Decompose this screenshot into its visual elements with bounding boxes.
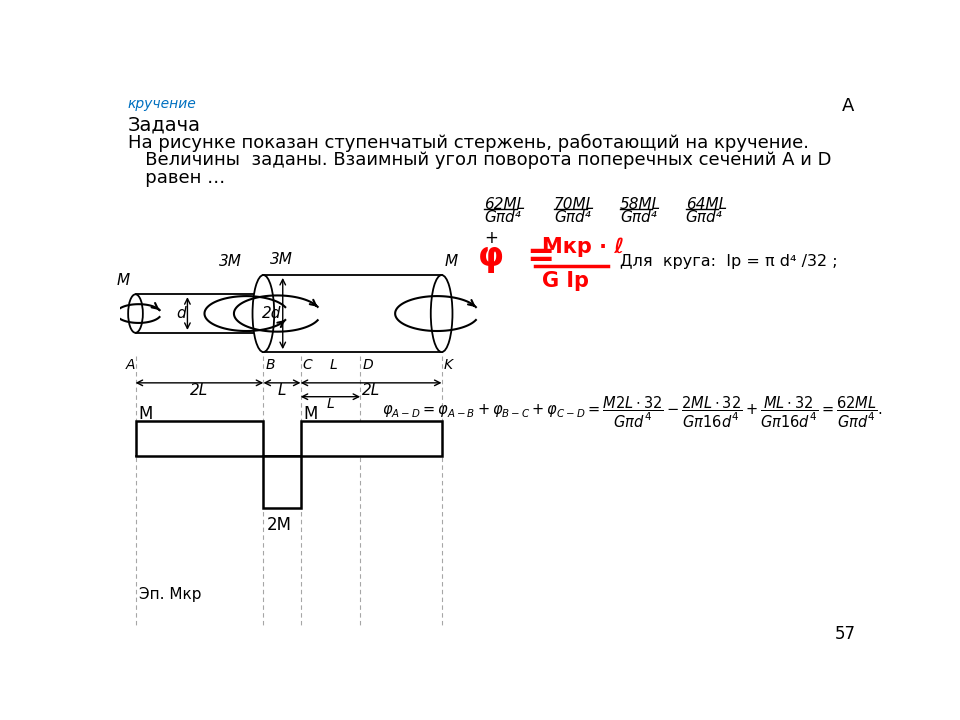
Text: d: d <box>177 306 186 321</box>
Text: 62ML: 62ML <box>484 197 525 212</box>
Text: Эп. Мкр: Эп. Мкр <box>139 587 202 602</box>
Text: L: L <box>277 383 286 398</box>
Text: M: M <box>444 254 458 269</box>
Text: 58ML: 58ML <box>620 197 661 212</box>
Text: кручение: кручение <box>128 97 197 111</box>
Text: D: D <box>363 359 373 372</box>
Polygon shape <box>300 421 442 456</box>
Text: M: M <box>116 273 130 288</box>
Text: Мкр · ℓ: Мкр · ℓ <box>542 237 625 256</box>
Text: 70ML: 70ML <box>554 197 595 212</box>
Ellipse shape <box>431 275 452 352</box>
Text: Gπd⁴: Gπd⁴ <box>484 210 521 225</box>
Text: Gπd⁴: Gπd⁴ <box>685 210 723 225</box>
Text: Для  круга:  Ip = π d⁴ /32 ;: Для круга: Ip = π d⁴ /32 ; <box>620 254 837 269</box>
Text: А: А <box>842 97 854 115</box>
Text: На рисунке показан ступенчатый стержень, работающий на кручение.: На рисунке показан ступенчатый стержень,… <box>128 134 808 153</box>
Text: 57: 57 <box>835 626 856 644</box>
Text: 2M: 2M <box>267 516 292 534</box>
Text: +: + <box>484 229 498 247</box>
Text: K: K <box>444 359 453 372</box>
Text: L: L <box>330 359 338 372</box>
Text: 2L: 2L <box>362 383 380 398</box>
Text: M: M <box>303 405 318 423</box>
Polygon shape <box>135 421 263 456</box>
Text: Gπd⁴: Gπd⁴ <box>554 210 590 225</box>
Polygon shape <box>263 275 442 352</box>
Text: L: L <box>326 397 334 410</box>
Polygon shape <box>135 294 263 333</box>
Text: $\varphi_{A-D} = \varphi_{A-B} + \varphi_{B-C} + \varphi_{C-D} = \dfrac{M2L \cdo: $\varphi_{A-D} = \varphi_{A-B} + \varphi… <box>382 395 882 430</box>
Text: φ  =: φ = <box>478 240 555 274</box>
Text: 3M: 3M <box>220 254 242 269</box>
Text: G Iр: G Iр <box>542 271 589 291</box>
Text: Задача: Задача <box>128 116 201 135</box>
Text: 3M: 3M <box>270 252 293 267</box>
Text: 2L: 2L <box>190 383 208 398</box>
Text: равен …: равен … <box>128 168 225 186</box>
Polygon shape <box>263 456 300 508</box>
Text: C: C <box>303 359 313 372</box>
Text: 64ML: 64ML <box>685 197 727 212</box>
Ellipse shape <box>256 294 271 333</box>
Ellipse shape <box>252 275 275 352</box>
Text: A: A <box>126 359 135 372</box>
Text: B: B <box>266 359 276 372</box>
Text: M: M <box>138 405 153 423</box>
Text: 2d: 2d <box>262 306 281 321</box>
Ellipse shape <box>128 294 143 333</box>
Text: Величины  заданы. Взаимный угол поворота поперечных сечений А и D: Величины заданы. Взаимный угол поворота … <box>128 151 831 169</box>
Text: Gπd⁴: Gπd⁴ <box>620 210 657 225</box>
